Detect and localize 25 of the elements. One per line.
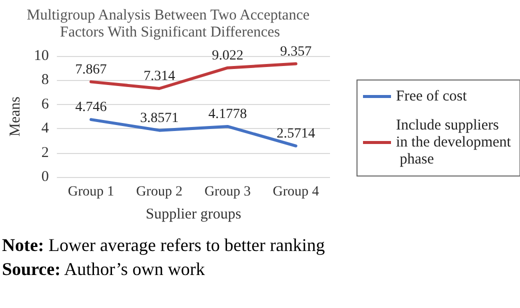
y-tick-label: 2 (41, 144, 49, 161)
x-tick-label: Group 1 (68, 184, 114, 200)
x-axis-title: Supplier groups (146, 206, 242, 222)
legend-label: Free of cost (396, 88, 468, 104)
x-tick-label: Group 4 (272, 184, 320, 200)
data-label: 7.314 (144, 69, 176, 84)
text: Note: Lower average refers to better ranking (2, 235, 325, 255)
data-label: 2.5714 (276, 126, 316, 142)
x-tick-label: Group 3 (204, 184, 251, 200)
source-note: Source: Author’s own work (2, 259, 205, 279)
y-tick-label: 4 (41, 120, 50, 137)
y-tick-label: 8 (41, 72, 49, 88)
data-label: 9.022 (212, 48, 244, 64)
y-tick-label: 6 (41, 96, 50, 112)
y-tick-label: 10 (34, 48, 49, 64)
data-label: 9.357 (280, 44, 312, 60)
chart-title: Multigroup Analysis Between Two Acceptance Factors With Significant Differences (26, 8, 314, 40)
data-label: 3.8571 (140, 110, 179, 126)
data-label: 7.867 (75, 62, 107, 78)
data-label: 4.746 (75, 100, 107, 116)
y-tick-label: 0 (41, 169, 49, 185)
y-axis-title: Means (8, 96, 24, 136)
data-label: 4.1778 (208, 106, 247, 122)
x-tick-label: Group 2 (136, 184, 182, 200)
legend-label: Include suppliers in the development phase (396, 118, 512, 168)
